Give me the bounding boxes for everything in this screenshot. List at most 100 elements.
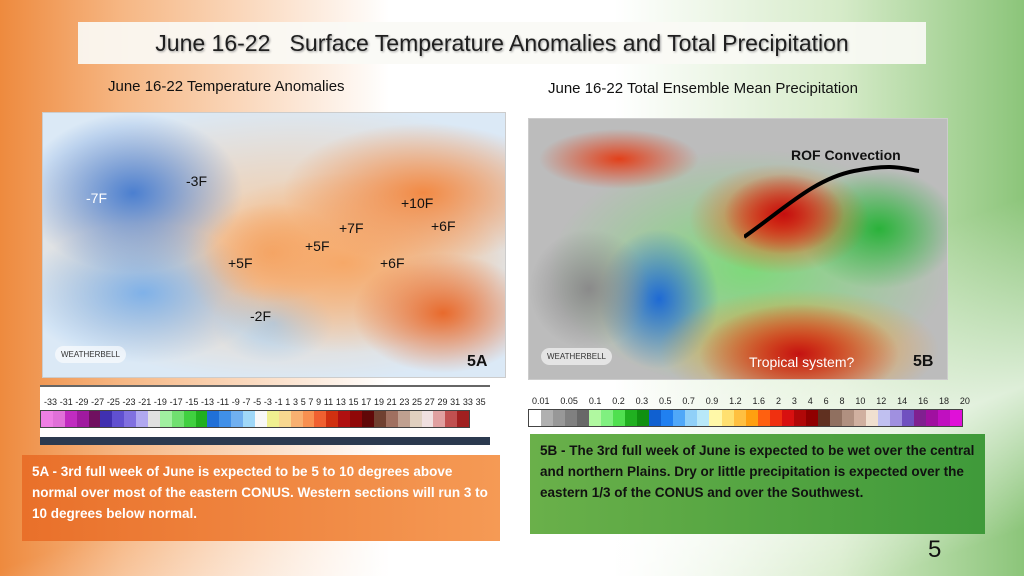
scale-swatch	[159, 411, 172, 427]
scale-swatch	[733, 410, 746, 426]
scale-tick: 35	[475, 397, 486, 407]
scale-tick: 23	[399, 397, 410, 407]
scale-swatch	[124, 411, 137, 427]
scale-swatch	[625, 410, 638, 426]
scale-swatch	[445, 411, 458, 427]
scale-swatch	[914, 410, 927, 426]
scale-swatch	[541, 410, 554, 426]
scale-swatch	[326, 411, 339, 427]
scale-swatch	[817, 410, 830, 426]
scale-tick: 2	[775, 396, 781, 406]
scale-tick: -7	[242, 397, 251, 407]
right-subtitle: June 16-22 Total Ensemble Mean Precipita…	[548, 80, 858, 97]
scale-swatch	[529, 410, 542, 426]
scale-tick: 0.1	[588, 396, 602, 406]
scale-swatch	[52, 411, 65, 427]
scale-swatch	[278, 411, 291, 427]
scale-swatch	[195, 411, 208, 427]
scale-swatch	[757, 410, 770, 426]
scale-swatch	[565, 410, 578, 426]
scale-tick: 7	[308, 397, 314, 407]
scale-tick: -5	[253, 397, 262, 407]
scale-tick: -15	[185, 397, 199, 407]
scale-tick: -17	[169, 397, 183, 407]
scale-swatch	[362, 411, 374, 427]
precipitation-description: 5B - The 3rd full week of June is expect…	[530, 434, 985, 534]
scale-tick: -11	[216, 397, 230, 407]
rof-convection-line	[744, 165, 920, 239]
scale-tick: 1.6	[752, 396, 766, 406]
scale-tick: 0.9	[705, 396, 719, 406]
scale-swatch	[841, 410, 854, 426]
scale-swatch	[805, 410, 818, 426]
scale-tick: 9	[316, 397, 322, 407]
scale-swatch	[901, 410, 914, 426]
scale-swatch	[207, 411, 220, 427]
scale-swatch	[877, 410, 890, 426]
scale-tick: 3	[292, 397, 298, 407]
scale-tick: 12	[876, 396, 887, 406]
scale-tick: -19	[153, 397, 167, 407]
scale-swatch	[100, 411, 113, 427]
rof-annotation: ROF Convection	[791, 147, 901, 163]
scale-swatch	[219, 411, 232, 427]
scale-tick: -29	[75, 397, 89, 407]
scale-tick: 1.2	[729, 396, 742, 406]
scale-swatch	[266, 411, 279, 427]
weatherbell-logo: WEATHERBELL	[55, 346, 126, 363]
map-label: +6F	[380, 255, 405, 271]
scale-swatch	[76, 411, 89, 427]
left-subtitle: June 16-22 Temperature Anomalies	[108, 78, 345, 95]
scale-swatch	[338, 411, 351, 427]
scale-tick: -25	[106, 397, 120, 407]
scale-swatch	[41, 411, 53, 427]
scale-swatch	[290, 411, 303, 427]
temperature-anomaly-map: -7F -3F +10F +7F +6F +5F +5F +6F -2F 5A …	[42, 112, 506, 378]
scale-swatch	[373, 411, 386, 427]
scale-swatch	[397, 411, 410, 427]
tropical-annotation: Tropical system?	[749, 354, 855, 370]
map-tag: 5A	[467, 353, 488, 370]
scale-swatch	[183, 411, 196, 427]
precipitation-color-scale: 0.01 0.05 0.1 0.2 0.3 0.5 0.7 0.9 1.2 1.6 2 3 4 6 8 10 1…	[528, 396, 974, 430]
page-number: 5	[928, 536, 942, 563]
scale-tick: 19	[373, 397, 384, 407]
scale-tick: -21	[138, 397, 152, 407]
scale-tick: 6	[823, 396, 829, 406]
scale-swatch	[589, 410, 602, 426]
scale-swatch	[938, 410, 951, 426]
scale-tick: 15	[348, 397, 359, 407]
slide-title: June 16-22 Surface Temperature Anomalies…	[78, 22, 926, 64]
scale-swatch	[577, 410, 590, 426]
scale-swatch	[112, 411, 125, 427]
scale-tick: 10	[855, 396, 866, 406]
scale-swatch	[409, 411, 422, 427]
scale-tick: 0.7	[682, 396, 695, 406]
scale-swatch	[685, 410, 698, 426]
temperature-color-scale: -33 -31 -29 -27 -25 -23 -21 -19 -17 -15 -13 -11 -9 -7…	[40, 385, 490, 445]
scale-swatch	[781, 410, 794, 426]
map-label: +5F	[228, 255, 253, 271]
temperature-description: 5A - 3rd full week of June is expected t…	[22, 455, 500, 541]
scale-swatch	[385, 411, 398, 427]
scale-swatch	[709, 410, 722, 426]
scale-swatch	[457, 411, 470, 427]
scale-tick: 17	[361, 397, 372, 407]
scale-swatch	[350, 411, 363, 427]
scale-swatch	[136, 411, 149, 427]
scale-swatch	[793, 410, 806, 426]
scale-swatch	[637, 410, 650, 426]
scale-swatch	[950, 410, 963, 426]
scale-swatch	[433, 411, 446, 427]
map-label: -3F	[186, 173, 207, 189]
map-label: +7F	[339, 220, 364, 236]
scale-swatch	[243, 411, 256, 427]
scale-swatch	[64, 411, 77, 427]
precipitation-map: ROF Convection Tropical system? 5B WEATH…	[528, 118, 948, 380]
scale-tick: 0.2	[612, 396, 625, 406]
scale-tick: 0.5	[658, 396, 672, 406]
scale-swatch	[829, 410, 842, 426]
scale-tick: -27	[91, 397, 105, 407]
scale-tick: 1	[285, 397, 291, 407]
scale-swatch	[721, 410, 734, 426]
